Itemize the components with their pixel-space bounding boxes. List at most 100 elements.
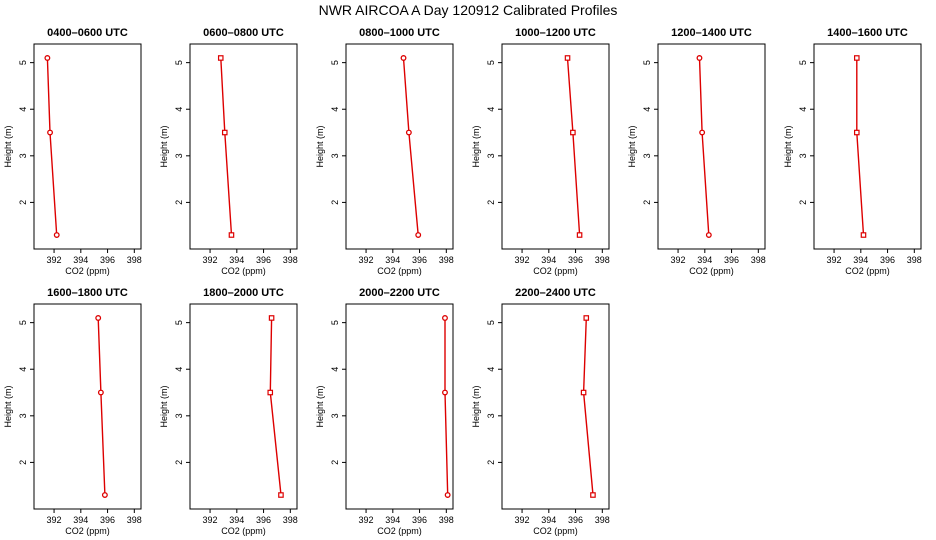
- series-line: [220, 57, 233, 236]
- x-tick-label: 394: [853, 255, 868, 265]
- x-axis-label: CO2 (ppm): [65, 266, 110, 276]
- y-tick-label: 2: [798, 200, 808, 205]
- y-tick-label: 5: [174, 320, 184, 325]
- y-tick-label: 5: [18, 320, 28, 325]
- y-tick-label: 2: [174, 200, 184, 205]
- y-axis-label: Height (m): [315, 385, 325, 427]
- plot-frame: [189, 303, 298, 510]
- data-point-3: [860, 232, 867, 238]
- y-axis-label: Height (m): [471, 125, 481, 167]
- x-tick-label: 396: [412, 255, 427, 265]
- y-tick-label: 2: [486, 460, 496, 465]
- x-tick-label: 398: [127, 255, 142, 265]
- y-tick-label: 2: [330, 460, 340, 465]
- panel-title: 1200–1400 UTC: [671, 27, 752, 39]
- chart-panel-4: 1000–1200 UTC 392 394 396 398 2 3 4 5 CO2 (ppm) He…: [471, 27, 610, 276]
- data-point-3: [101, 492, 108, 498]
- y-tick-label: 4: [18, 107, 28, 112]
- data-point-3: [228, 232, 235, 238]
- x-tick-label: 394: [385, 255, 400, 265]
- plot-frame: [33, 303, 142, 510]
- y-tick-label: 3: [174, 413, 184, 418]
- x-tick-label: 394: [385, 515, 400, 525]
- panel-title: 0800–1000 UTC: [359, 27, 440, 39]
- data-point-1: [583, 315, 590, 321]
- y-tick-label: 3: [174, 153, 184, 158]
- panel-title: 1800–2000 UTC: [203, 287, 284, 299]
- x-tick-label: 392: [671, 255, 686, 265]
- y-tick-label: 4: [486, 107, 496, 112]
- data-point-3: [53, 232, 60, 238]
- y-axis-label: Height (m): [159, 385, 169, 427]
- y-tick-label: 2: [642, 200, 652, 205]
- y-axis-label: Height (m): [3, 385, 13, 427]
- chart-panel-3: 0800–1000 UTC 392 394 396 398 2 3 4 5 CO2 (ppm) He…: [315, 27, 454, 276]
- x-tick-label: 398: [907, 255, 922, 265]
- plot-frame: [813, 43, 922, 250]
- chart-panel-8: 1800–2000 UTC 392 394 396 398 2 3 4 5 CO2 (ppm) He…: [159, 287, 298, 536]
- series-line: [444, 318, 449, 496]
- plot-frame: [501, 43, 610, 250]
- x-tick-label: 394: [73, 255, 88, 265]
- data-point-1: [853, 55, 860, 61]
- x-tick-label: 392: [47, 255, 62, 265]
- x-tick-label: 396: [880, 255, 895, 265]
- data-point-3: [278, 492, 284, 498]
- x-tick-label: 392: [359, 515, 374, 525]
- plot-frame: [189, 43, 298, 250]
- x-axis-label: CO2 (ppm): [221, 526, 266, 536]
- series-line: [269, 317, 282, 496]
- y-axis-label: Height (m): [315, 125, 325, 167]
- x-tick-label: 396: [100, 515, 115, 525]
- x-tick-label: 392: [203, 255, 218, 265]
- x-axis-label: CO2 (ppm): [65, 526, 110, 536]
- panel-title: 0600–0800 UTC: [203, 27, 284, 39]
- plot-frame: [345, 303, 454, 510]
- plot-frame: [657, 43, 766, 250]
- y-tick-label: 3: [486, 413, 496, 418]
- x-tick-label: 392: [47, 515, 62, 525]
- x-tick-label: 392: [515, 515, 530, 525]
- y-tick-label: 3: [330, 413, 340, 418]
- x-tick-label: 398: [595, 255, 610, 265]
- data-point-1: [442, 315, 448, 321]
- plot-frame: [501, 303, 610, 510]
- y-tick-label: 3: [642, 153, 652, 158]
- x-axis-label: CO2 (ppm): [221, 266, 266, 276]
- x-axis-label: CO2 (ppm): [377, 526, 422, 536]
- x-axis-label: CO2 (ppm): [689, 266, 734, 276]
- data-point-2: [853, 129, 860, 136]
- y-tick-label: 4: [798, 107, 808, 112]
- y-tick-label: 2: [174, 460, 184, 465]
- data-point-2: [699, 129, 706, 136]
- y-tick-label: 3: [330, 153, 340, 158]
- data-point-1: [44, 55, 51, 61]
- chart-panel-6: 1400–1600 UTC 392 394 396 398 2 3 4 5 CO2 (ppm) He…: [783, 27, 922, 276]
- data-point-1: [268, 315, 275, 321]
- data-point-2: [47, 129, 53, 136]
- data-point-2: [442, 389, 448, 396]
- x-tick-label: 394: [229, 515, 244, 525]
- y-tick-label: 5: [486, 320, 496, 325]
- x-tick-label: 398: [751, 255, 766, 265]
- x-tick-label: 394: [229, 255, 244, 265]
- page-title: NWR AIRCOA A Day 120912 Calibrated Profi…: [318, 2, 618, 18]
- y-axis-label: Height (m): [783, 125, 793, 167]
- chart-panel-1: 0400–0600 UTC 392 394 396 398 2 3 4 5 CO2 (ppm) He…: [3, 27, 142, 276]
- y-tick-label: 2: [18, 460, 28, 465]
- series-line: [856, 58, 865, 236]
- data-point-1: [696, 55, 703, 61]
- x-tick-label: 394: [541, 515, 556, 525]
- y-tick-label: 5: [798, 60, 808, 65]
- y-tick-label: 5: [642, 60, 652, 65]
- data-point-3: [590, 492, 596, 498]
- chart-panel-10: 2200–2400 UTC 392 394 396 398 2 3 4 5 CO2 (ppm) He…: [471, 287, 610, 536]
- panel-title: 1600–1800 UTC: [47, 287, 128, 299]
- chart-panel-5: 1200–1400 UTC 392 394 396 398 2 3 4 5 CO2 (ppm) He…: [627, 27, 766, 276]
- series-line: [97, 317, 106, 496]
- data-point-3: [415, 232, 422, 238]
- y-tick-label: 4: [174, 107, 184, 112]
- x-tick-label: 396: [568, 515, 583, 525]
- x-tick-label: 392: [827, 255, 842, 265]
- y-tick-label: 2: [18, 200, 28, 205]
